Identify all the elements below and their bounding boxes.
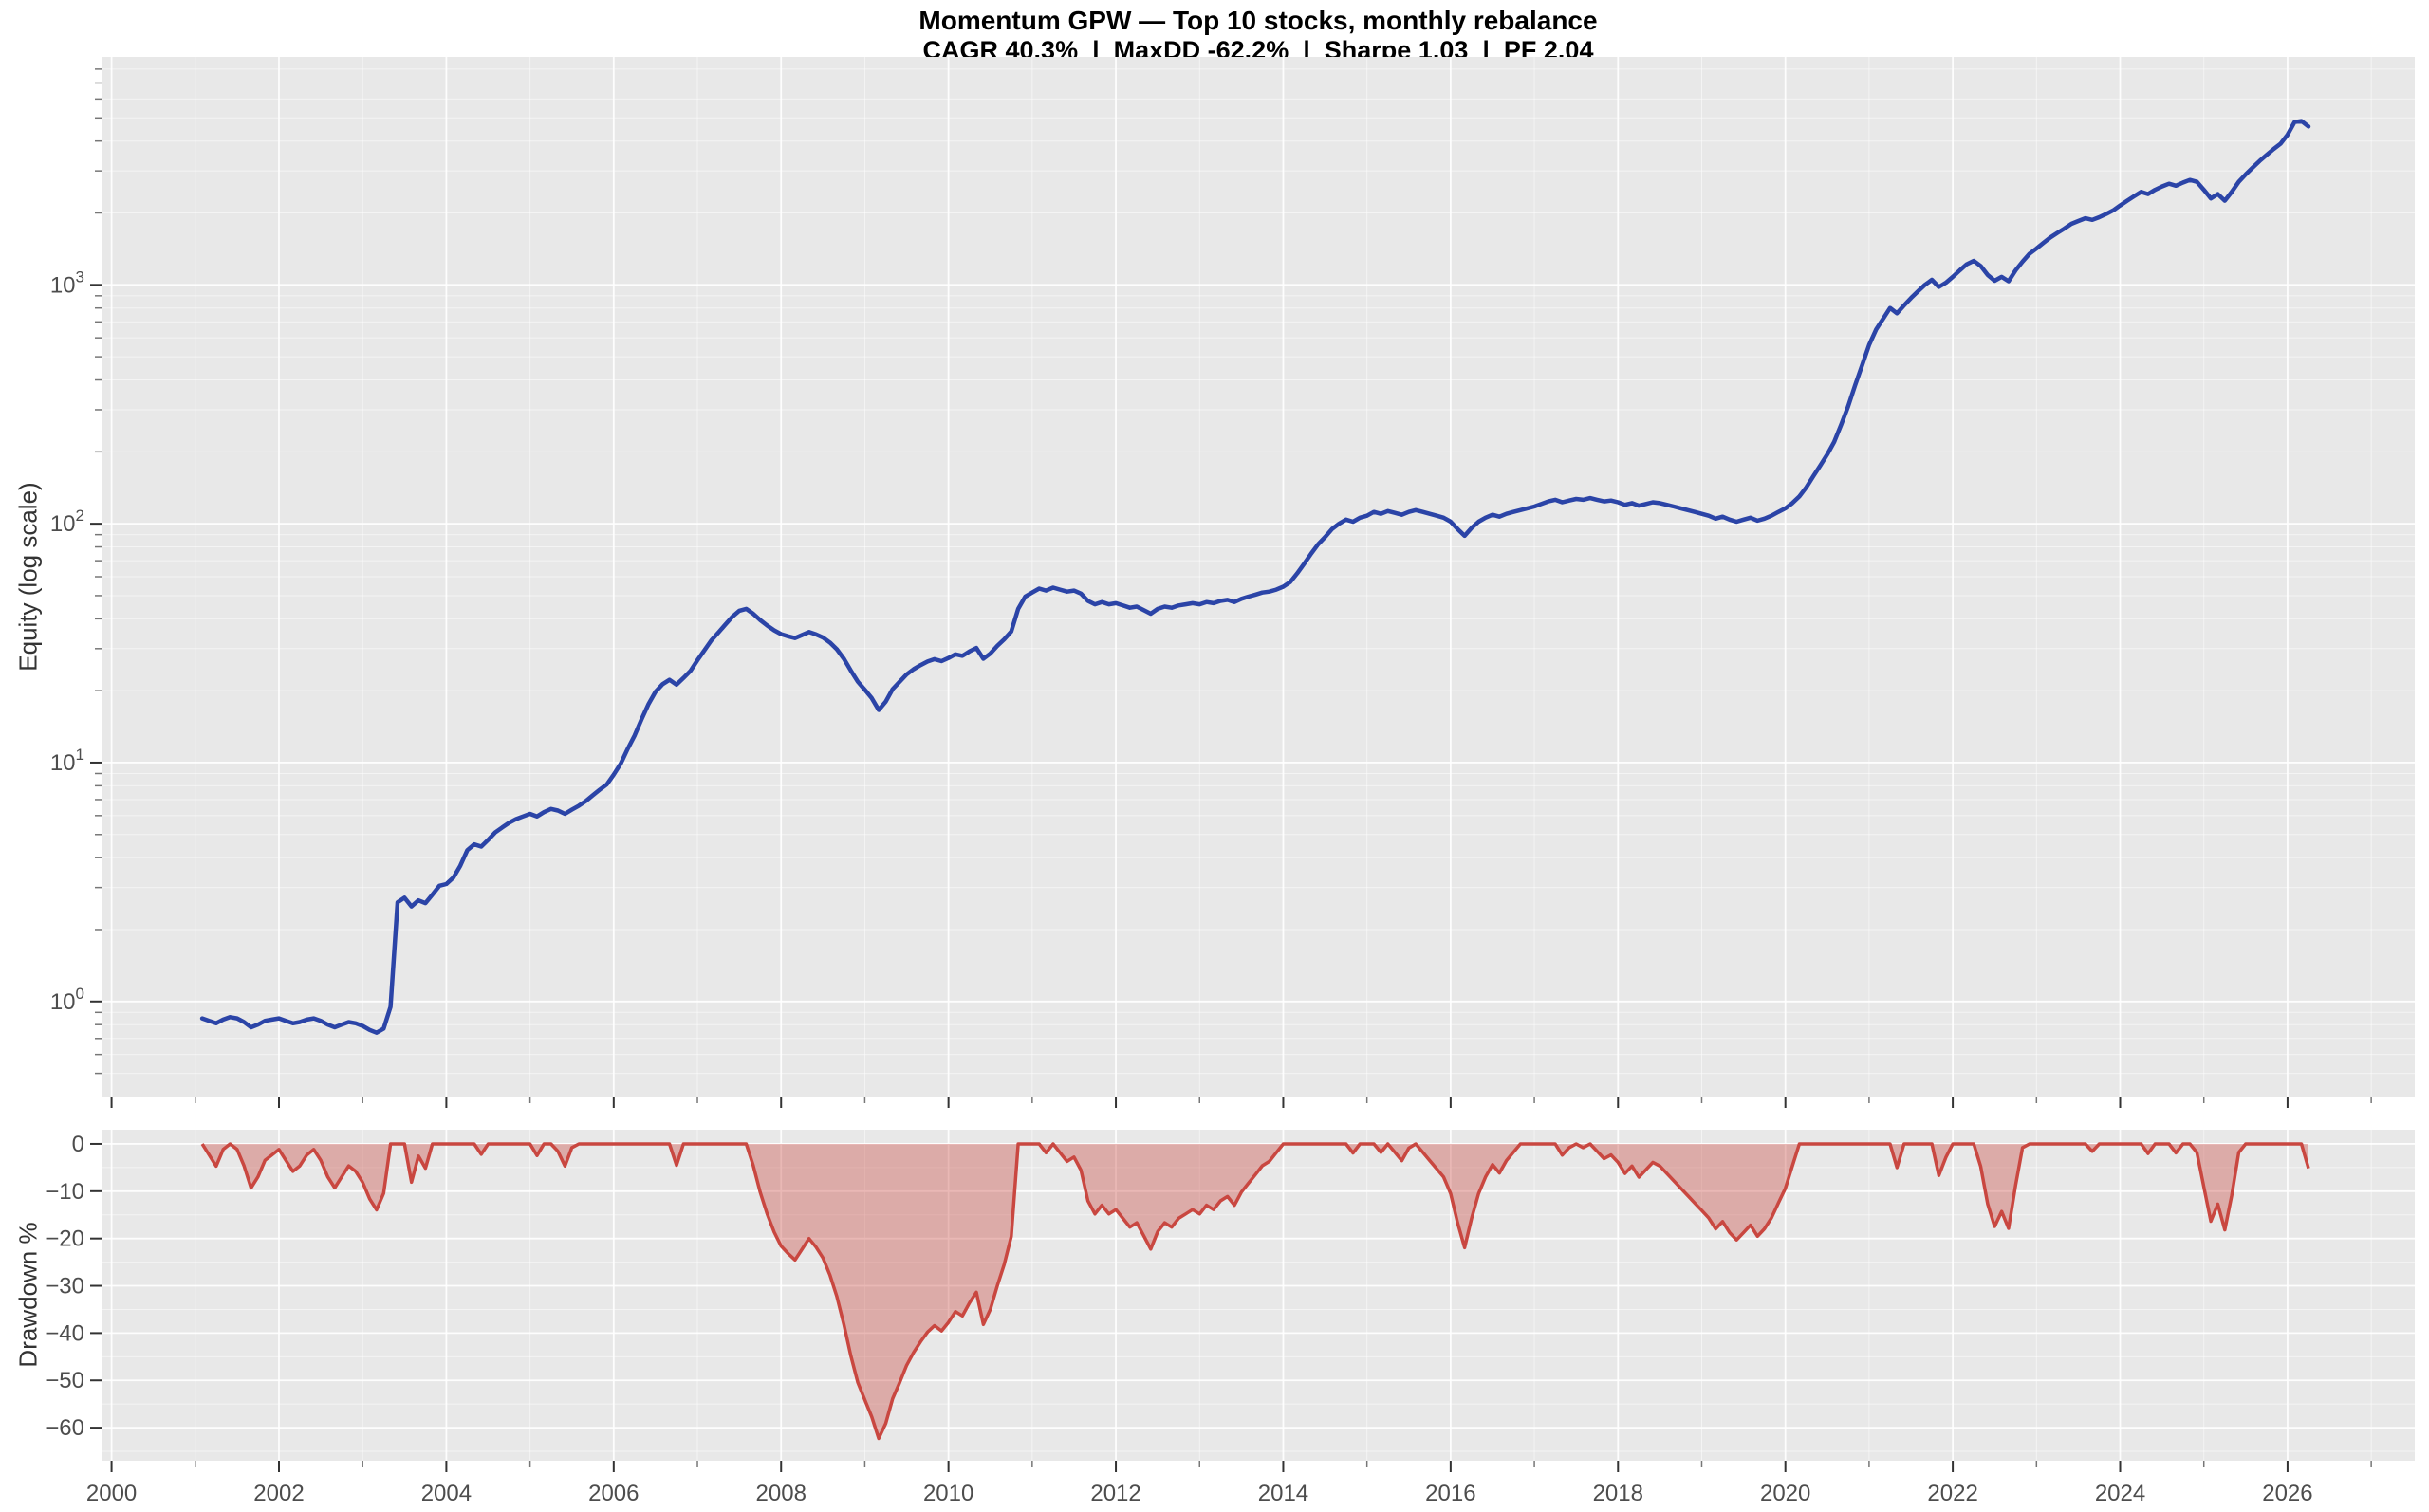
svg-text:2022: 2022 <box>1927 1481 1977 1506</box>
svg-text:−10: −10 <box>46 1179 84 1205</box>
svg-text:2014: 2014 <box>1258 1481 1308 1506</box>
svg-text:102: 102 <box>50 507 84 537</box>
svg-text:2012: 2012 <box>1090 1481 1140 1506</box>
svg-text:2008: 2008 <box>756 1481 807 1506</box>
svg-text:2026: 2026 <box>2262 1481 2312 1506</box>
svg-text:2010: 2010 <box>923 1481 973 1506</box>
svg-text:−20: −20 <box>46 1226 84 1252</box>
svg-text:0: 0 <box>72 1132 84 1157</box>
svg-text:2016: 2016 <box>1425 1481 1475 1506</box>
svg-text:2000: 2000 <box>86 1481 137 1506</box>
svg-text:2002: 2002 <box>253 1481 304 1506</box>
svg-text:−40: −40 <box>46 1320 84 1346</box>
svg-text:−60: −60 <box>46 1415 84 1441</box>
svg-text:103: 103 <box>50 267 84 298</box>
chart-title: Momentum GPW — Top 10 stocks, monthly re… <box>918 6 1598 35</box>
svg-text:2018: 2018 <box>1593 1481 1643 1506</box>
svg-text:2006: 2006 <box>588 1481 639 1506</box>
svg-text:100: 100 <box>50 985 84 1015</box>
svg-text:−50: −50 <box>46 1368 84 1393</box>
svg-text:−30: −30 <box>46 1274 84 1300</box>
svg-text:2020: 2020 <box>1760 1481 1810 1506</box>
svg-text:101: 101 <box>50 746 84 776</box>
svg-text:2024: 2024 <box>2095 1481 2145 1506</box>
svg-text:2004: 2004 <box>421 1481 472 1506</box>
